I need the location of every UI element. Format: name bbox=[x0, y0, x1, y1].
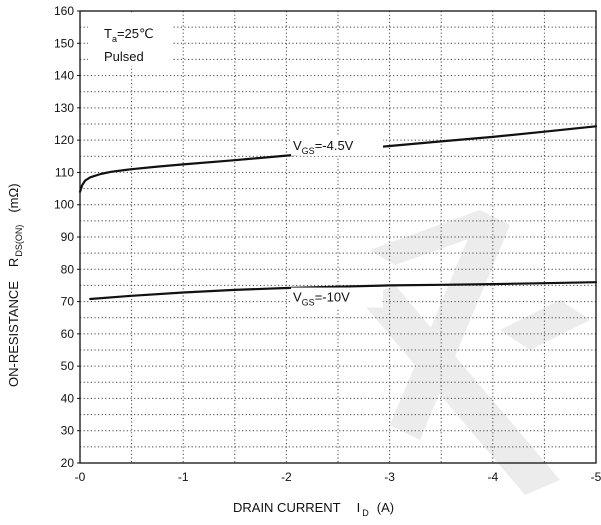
x-tick-label: -1 bbox=[178, 470, 189, 484]
x-tick-labels: -0 -1 -2 -3 -4 -5 bbox=[75, 470, 601, 484]
series-lines bbox=[78, 125, 598, 301]
y-tick-label: 160 bbox=[54, 4, 74, 18]
x-tick-label: -4 bbox=[487, 470, 498, 484]
y-tick-label: 130 bbox=[54, 101, 74, 115]
y-tick-label: 150 bbox=[54, 36, 74, 50]
series-label-bg bbox=[291, 135, 383, 156]
x-tick-label: -0 bbox=[75, 470, 86, 484]
condition-box: Ta=25℃ Pulsed bbox=[88, 14, 172, 66]
plot-frame bbox=[79, 10, 597, 464]
x-tick-label: -2 bbox=[281, 470, 292, 484]
y-tick-label: 80 bbox=[61, 262, 75, 276]
condition-temperature: Ta=25℃ bbox=[104, 26, 154, 44]
x-axis-title: DRAIN CURRENT I D (A) bbox=[233, 500, 394, 518]
x-tick-label: -5 bbox=[591, 470, 601, 484]
y-tick-label: 50 bbox=[61, 359, 75, 373]
condition-pulsed: Pulsed bbox=[104, 49, 144, 64]
series-label-bg bbox=[291, 287, 383, 308]
y-tick-label: 110 bbox=[55, 165, 74, 179]
series-line-1 bbox=[78, 125, 598, 193]
y-tick-label: 40 bbox=[61, 391, 75, 405]
y-tick-label: 30 bbox=[61, 424, 75, 438]
watermark-logo bbox=[360, 210, 590, 495]
y-tick-labels: 20 30 40 50 60 70 80 90 100 110 120 130 140 150 160 bbox=[54, 4, 80, 470]
series-line-2 bbox=[89, 281, 598, 301]
series-label-2: VGS=-10V bbox=[293, 290, 350, 308]
y-tick-label: 140 bbox=[54, 69, 74, 83]
series-label-1: VGS=-4.5V bbox=[293, 138, 354, 156]
y-tick-label: 120 bbox=[54, 133, 74, 147]
x-tick-label: -3 bbox=[384, 470, 395, 484]
y-tick-label: 60 bbox=[61, 327, 75, 341]
y-axis-title: ON-RESISTANCERDS(ON)(mΩ) bbox=[6, 183, 24, 387]
series-labels: VGS=-4.5V VGS=-10V bbox=[291, 135, 383, 308]
grid-lines bbox=[80, 11, 596, 463]
y-tick-label: 70 bbox=[61, 295, 75, 309]
y-tick-label: 100 bbox=[54, 198, 74, 212]
y-tick-label: 90 bbox=[61, 230, 75, 244]
y-tick-label: 20 bbox=[61, 456, 75, 470]
